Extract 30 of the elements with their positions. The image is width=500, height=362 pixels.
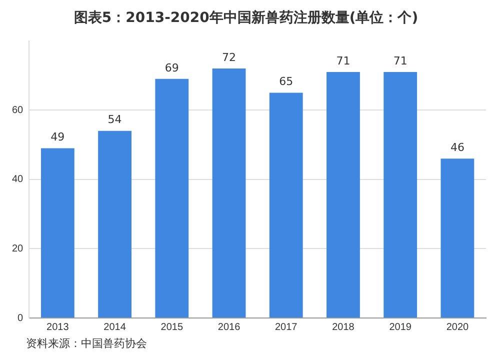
text: 资料来源：中国兽药协会 — [26, 336, 148, 351]
bar — [440, 158, 474, 318]
bar — [40, 148, 74, 318]
y-tick-label: 0 — [18, 312, 24, 324]
y-tick-label: 20 — [12, 243, 24, 254]
data-label: 46 — [450, 140, 464, 154]
data-label: 49 — [50, 130, 65, 144]
x-tick-label: 2014 — [104, 322, 126, 333]
bar — [384, 72, 418, 318]
chart-title: 图表5：2013-2020年中国新兽药注册数量(单位：个) — [74, 9, 418, 26]
x-tick-label: 2020 — [446, 322, 470, 333]
bar — [269, 92, 303, 318]
x-tick-label: 2013 — [46, 322, 70, 333]
bar — [155, 78, 189, 318]
x-tick-label: 2016 — [218, 322, 241, 333]
x-tick-label: 2018 — [332, 322, 355, 333]
bar — [212, 68, 246, 318]
x-tick-label: 2015 — [160, 322, 184, 333]
data-label: 71 — [393, 54, 408, 68]
x-tick-label: 2019 — [389, 322, 412, 333]
data-label: 69 — [164, 61, 179, 74]
bar — [98, 130, 132, 318]
data-label: 54 — [108, 113, 122, 126]
y-tick-label: 40 — [12, 174, 24, 186]
x-tick-label: 2017 — [274, 322, 298, 333]
data-label: 71 — [336, 54, 350, 68]
bar — [326, 72, 360, 318]
data-label: 65 — [279, 75, 294, 88]
y-tick-label: 60 — [12, 104, 24, 116]
data-label: 72 — [222, 50, 236, 64]
